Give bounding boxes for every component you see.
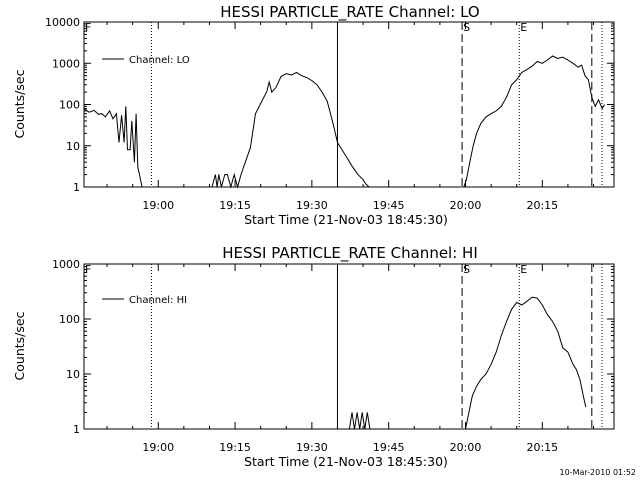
- hi-series-line: [348, 412, 371, 430]
- hi-marker-label: F: [85, 263, 91, 276]
- hi-x-tick-label: 19:00: [142, 441, 174, 454]
- hi-x-tick-label: 20:15: [526, 441, 558, 454]
- lo-plot-frame: [83, 21, 615, 188]
- lo-x-tick-label: 19:00: [142, 199, 174, 212]
- hi-x-axis-label: Start Time (21-Nov-03 18:45:30): [244, 454, 448, 469]
- lo-series-line: [463, 55, 606, 188]
- hi-x-tick-label: 19:45: [373, 441, 405, 454]
- lo-y-tick-label: 1: [73, 181, 80, 194]
- hi-y-tick-label: 10: [66, 368, 80, 381]
- hi-y-tick-label: 1: [73, 423, 80, 436]
- lo-marker-label: S: [463, 21, 470, 34]
- hi-marker-label: S: [463, 263, 470, 276]
- lo-x-ticks: 19:00 19:15 19:30 19:45 20:00 20:15: [106, 22, 595, 212]
- lo-chart-title: HESSI PARTICLE_RATE Channel: LO: [220, 3, 479, 22]
- hi-series-line: [465, 296, 587, 430]
- hi-x-tick-label: 20:00: [450, 441, 482, 454]
- hi-y-ticks: 1 10 100 1000: [52, 258, 614, 436]
- lo-y-ticks: 1 10 100 1000 10000: [45, 16, 614, 194]
- lo-series-line: [83, 106, 143, 188]
- lo-y-tick-label: 1000: [52, 57, 80, 70]
- lo-y-axis-label: Counts/sec: [12, 69, 27, 138]
- lo-x-tick-label: 19:30: [296, 199, 328, 212]
- lo-x-tick-label: 19:45: [373, 199, 405, 212]
- hi-marker-label: E: [520, 263, 527, 276]
- lo-channel-panel: HESSI PARTICLE_RATE Channel: LO Start Ti…: [12, 3, 615, 227]
- lo-y-tick-label: 10000: [45, 16, 80, 29]
- hi-plot-frame: [83, 263, 615, 430]
- hi-y-tick-label: 1000: [52, 258, 80, 271]
- hi-x-ticks: 19:00 19:15 19:30 19:45 20:00 20:15: [106, 264, 595, 454]
- hi-x-tick-label: 19:30: [296, 441, 328, 454]
- lo-y-tick-label: 100: [59, 99, 80, 112]
- lo-series-line: [211, 98, 264, 189]
- hi-legend: Channel: HI: [102, 295, 187, 306]
- hi-y-axis-label: Counts/sec: [12, 311, 27, 380]
- hi-series: [348, 296, 587, 430]
- footer-timestamp: 10-Mar-2010 01:52: [560, 468, 637, 477]
- lo-x-axis-label: Start Time (21-Nov-03 18:45:30): [244, 212, 448, 227]
- lo-series: [83, 55, 606, 189]
- hi-x-tick-label: 19:15: [219, 441, 251, 454]
- hi-y-tick-label: 100: [59, 313, 80, 326]
- lo-marker-label: E: [520, 21, 527, 34]
- hi-channel-panel: HESSI PARTICLE_RATE Channel: HI Start Ti…: [12, 244, 615, 469]
- lo-legend-label: Channel: LO: [129, 55, 190, 66]
- lo-marker-label: F: [85, 21, 91, 34]
- hi-chart-title: HESSI PARTICLE_RATE Channel: HI: [222, 244, 478, 263]
- lo-series-line: [262, 71, 370, 188]
- lo-x-tick-label: 19:15: [219, 199, 251, 212]
- lo-legend: Channel: LO: [102, 55, 190, 66]
- hi-legend-label: Channel: HI: [129, 295, 187, 306]
- lo-x-tick-label: 20:15: [526, 199, 558, 212]
- lo-y-tick-label: 10: [66, 140, 80, 153]
- lo-x-tick-label: 20:00: [450, 199, 482, 212]
